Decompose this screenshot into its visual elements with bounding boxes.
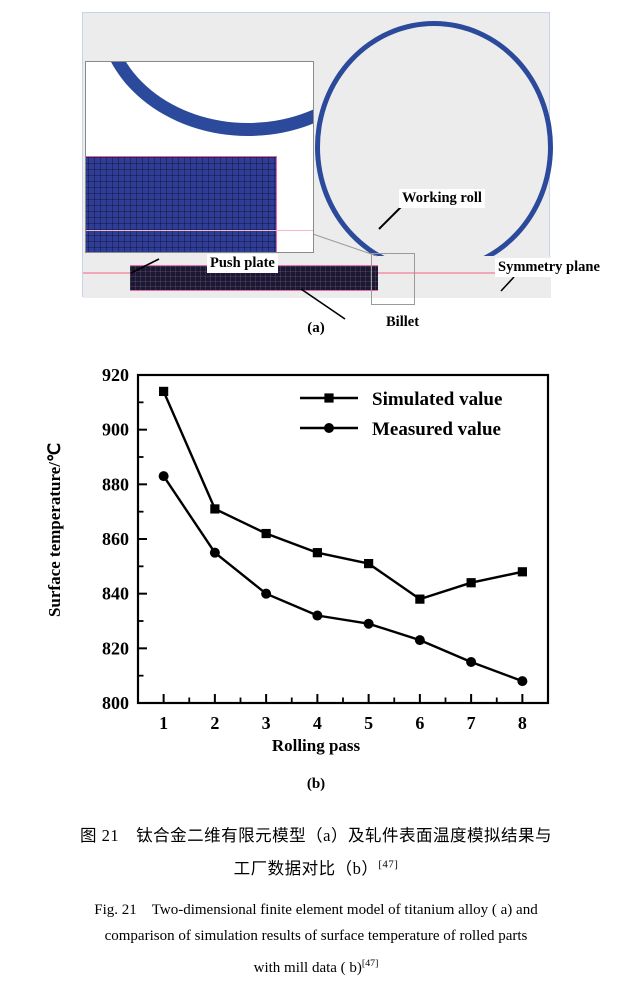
data-point-simulated	[364, 559, 374, 569]
bite-zone-zoom-box	[371, 253, 415, 305]
working-roll-leader	[378, 204, 404, 230]
y-axis-tick-label: 840	[102, 584, 129, 604]
label-push-plate: Push plate	[207, 254, 278, 273]
x-axis-tick-label: 6	[415, 713, 424, 733]
y-axis-tick-label: 920	[102, 365, 129, 385]
legend-label-measured: Measured value	[372, 419, 501, 440]
series-line-simulated	[162, 390, 524, 601]
chart-canvas: 800 820 840 860 880 900 920 1 2 3 4 5 6 7 8 Simulated v…	[102, 365, 550, 733]
data-point-simulated	[159, 386, 169, 396]
caption-english-reference: [47]	[361, 958, 379, 969]
y-axis-tick-label: 900	[102, 420, 129, 440]
series-line-measured	[162, 474, 524, 683]
x-axis-tick-label: 3	[262, 713, 271, 733]
x-axis-tick-label: 1	[159, 713, 168, 733]
caption-chinese-line2: 工厂数据对比（b）[47]	[0, 855, 632, 879]
x-axis-tick-label: 8	[518, 713, 527, 733]
data-point-measured	[261, 588, 272, 599]
y-axis-tick-label: 880	[102, 474, 129, 494]
fe-model-diagram: Working roll Symmetry plane Push plate B…	[82, 12, 603, 332]
inset-roll-arc	[98, 62, 313, 136]
x-axis-tick-label: 5	[364, 713, 373, 733]
zoom-leader-line	[306, 231, 378, 257]
y-axis-tick-label: 820	[102, 638, 129, 658]
inset-symmetry-line	[86, 230, 313, 232]
data-point-measured	[312, 610, 323, 621]
legend-marker-measured	[324, 423, 334, 433]
data-point-simulated	[312, 548, 322, 558]
caption-english-line3-text: with mill data ( b)	[253, 960, 362, 976]
data-point-simulated	[415, 594, 425, 604]
caption-english-line2: comparison of simulation results of surf…	[104, 928, 528, 944]
panel-b-sublabel: (b)	[306, 776, 326, 792]
data-point-measured	[158, 471, 169, 482]
legend-marker-simulated	[324, 393, 334, 403]
push-plate-leader	[130, 258, 160, 274]
data-point-measured	[414, 635, 425, 646]
y-axis-tick-label: 800	[102, 693, 129, 713]
caption-english-line1: Fig. 21 Two-dimensional finite element m…	[94, 902, 538, 918]
data-point-simulated	[466, 578, 476, 588]
caption-chinese-line1: 图 21 钛合金二维有限元模型（a）及轧件表面温度模拟结果与	[80, 826, 552, 845]
billet-leader	[300, 288, 346, 320]
data-point-simulated	[210, 504, 220, 514]
y-axis-tick-label: 860	[102, 529, 129, 549]
label-billet: Billet	[383, 313, 423, 332]
caption-chinese-line2-text: 工厂数据对比（b）	[233, 859, 379, 878]
data-point-simulated	[261, 528, 271, 539]
x-axis-title: Rolling pass	[271, 736, 361, 755]
label-symmetry-plane: Symmetry plane	[495, 258, 603, 277]
data-point-simulated	[517, 567, 527, 577]
inset-detail-view	[85, 61, 314, 253]
diagram-bottom-band	[83, 298, 551, 312]
data-point-measured	[209, 547, 220, 558]
x-axis-tick-label: 2	[210, 713, 219, 733]
x-axis-tick-label: 4	[313, 713, 322, 733]
temperature-comparison-chart: 800 820 840 860 880 900 920 1 2 3 4 5 6 7 8 Simulated v…	[0, 352, 632, 767]
caption-chinese-reference: [47]	[378, 858, 399, 871]
data-point-measured	[517, 676, 528, 687]
symmetry-plane-leader	[500, 276, 515, 292]
label-working-roll: Working roll	[399, 189, 485, 208]
data-point-measured	[363, 618, 374, 629]
data-point-measured	[466, 657, 477, 667]
inset-mesh-block	[86, 156, 277, 252]
x-axis-tick-label: 7	[467, 713, 476, 733]
legend-label-simulated: Simulated value	[372, 389, 502, 410]
panel-a-sublabel: (a)	[307, 320, 325, 336]
y-axis-title: Surface temperature/℃	[45, 442, 64, 618]
caption-english-line3: with mill data ( b)[47]	[0, 958, 632, 977]
